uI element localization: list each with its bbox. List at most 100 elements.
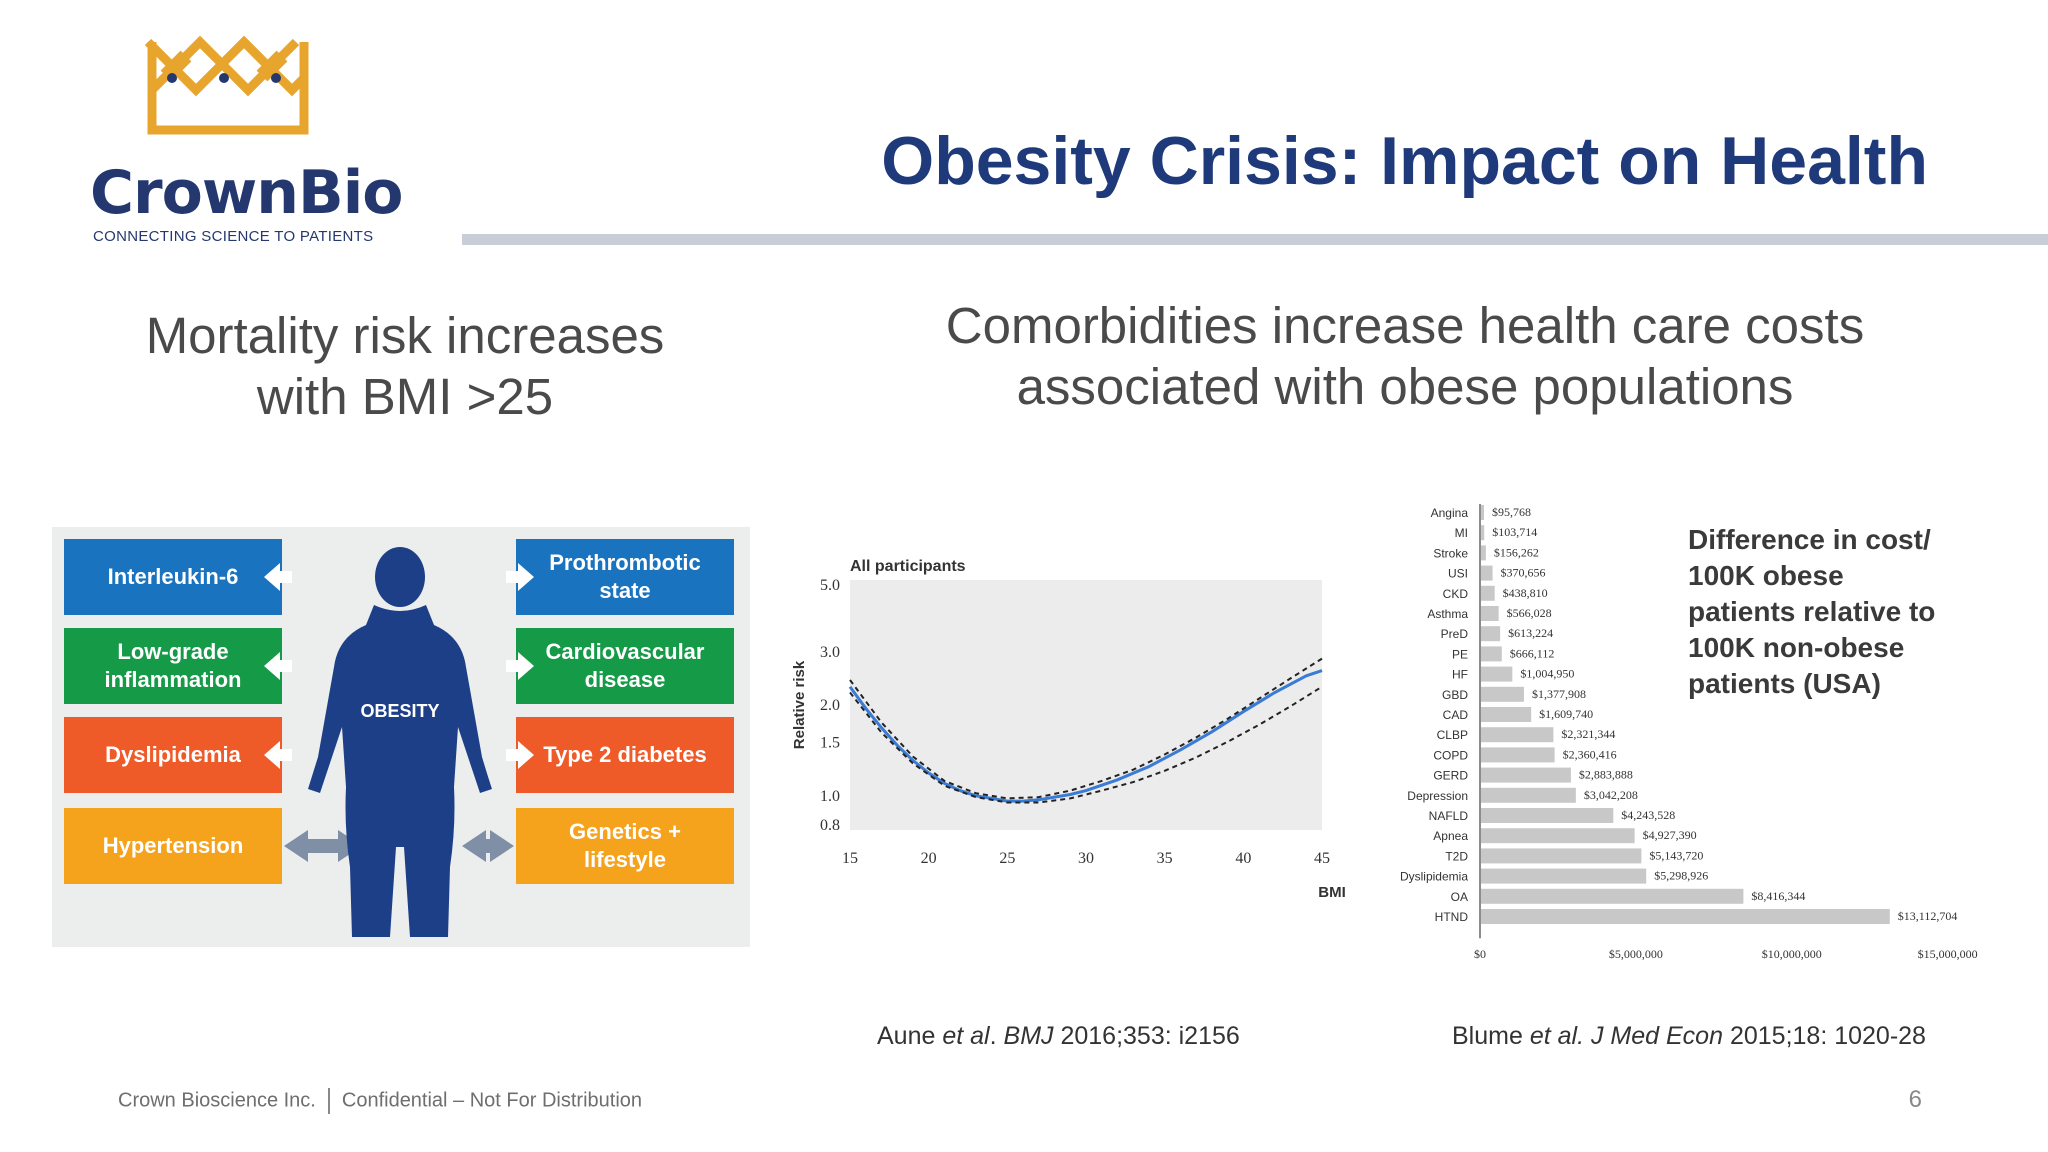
x-tick-label: 25 [999, 850, 1015, 867]
value-label: $666,112 [1510, 646, 1555, 660]
cite-journal: J Med Econ [1590, 1022, 1723, 1050]
obesity-label: OBESITY [360, 701, 439, 721]
box-label: Cardiovascular [545, 639, 705, 664]
x-tick-label: 30 [1078, 850, 1094, 867]
value-label: $2,321,344 [1561, 727, 1615, 741]
cost-note-line: 100K obese [1688, 560, 1844, 591]
arrow-left-icon [264, 741, 292, 769]
arrow-right-icon [506, 741, 534, 769]
category-label: CAD [1443, 708, 1469, 722]
bar [1481, 565, 1493, 581]
bar [1481, 868, 1647, 884]
category-label: Asthma [1427, 607, 1468, 621]
arrow-left-icon [264, 563, 292, 591]
box-label: Dyslipidemia [105, 742, 241, 767]
body-silhouette-icon: OBESITY [264, 547, 534, 937]
box-label: lifestyle [584, 847, 666, 872]
category-label: HTND [1435, 910, 1469, 924]
category-label: Angina [1431, 506, 1469, 520]
x-tick-label: 20 [921, 850, 937, 867]
x-tick-label: 45 [1314, 850, 1330, 867]
x-tick-label: 40 [1235, 850, 1251, 867]
bar [1481, 646, 1502, 662]
box-hypertension: Hypertension [64, 808, 282, 884]
value-label: $370,656 [1501, 566, 1546, 580]
value-label: $13,112,704 [1898, 909, 1958, 923]
category-label: USI [1448, 567, 1468, 581]
x-tick-label: $5,000,000 [1609, 947, 1663, 961]
cite-journal: BMJ [1003, 1022, 1054, 1050]
cite-dot: . [989, 1022, 997, 1050]
footer-notice: Confidential – Not For Distribution [341, 1089, 643, 1112]
box-label: Type 2 diabetes [543, 742, 707, 767]
left-heading-line2: with BMI >25 [256, 368, 554, 425]
box-type2-diabetes: Type 2 diabetes [516, 717, 734, 793]
title-divider [462, 234, 2048, 245]
y-tick-label: 2.0 [820, 697, 840, 714]
left-heading: Mortality risk increases with BMI >25 [80, 305, 730, 427]
left-heading-line1: Mortality risk increases [145, 307, 665, 364]
series-line-estimate [848, 669, 1323, 803]
bar [1481, 525, 1485, 541]
category-label: Apnea [1433, 829, 1468, 843]
x-tick-label: $0 [1474, 947, 1486, 961]
value-label: $103,714 [1492, 525, 1537, 539]
category-label: NAFLD [1429, 809, 1469, 823]
x-axis-label: BMI [1318, 884, 1346, 901]
category-label: GBD [1442, 688, 1468, 702]
category-label: Dyslipidemia [1400, 870, 1468, 884]
box-inflammation: Low-grade inflammation [64, 628, 282, 704]
value-label: $1,609,740 [1539, 707, 1593, 721]
cost-note-line: 100K non-obese [1688, 632, 1905, 663]
category-label: PreD [1441, 627, 1469, 641]
value-label: $438,810 [1503, 586, 1548, 600]
arrow-right-icon [506, 652, 534, 680]
citation-aune: Aune et al. BMJ 2016;353: i2156 [877, 1022, 1240, 1051]
citation-blume: Blume et al. J Med Econ 2015;18: 1020-28 [1452, 1022, 1926, 1051]
footer: Crown Bioscience Inc. Confidential – Not … [118, 1088, 642, 1114]
value-label: $1,377,908 [1532, 687, 1586, 701]
bar [1481, 808, 1614, 823]
bar [1481, 888, 1744, 904]
bar [1481, 767, 1571, 783]
category-label: OA [1451, 890, 1468, 904]
box-label: Hypertension [102, 833, 244, 858]
y-tick-label: 1.0 [820, 788, 840, 805]
cite-authors: Blume [1452, 1022, 1523, 1050]
value-label: $613,224 [1508, 626, 1553, 640]
box-label: inflammation [104, 667, 242, 692]
crown-logo-icon [144, 35, 309, 135]
cost-note-line: Difference in cost/ [1688, 524, 1931, 555]
value-label: $156,262 [1494, 545, 1539, 559]
box-prothrombotic: Prothrombotic state [516, 539, 734, 615]
right-heading-line2: associated with obese populations [1016, 358, 1794, 415]
cost-note-line: patients relative to [1688, 596, 1936, 627]
x-tick-label: $15,000,000 [1918, 947, 1978, 961]
value-label: $95,768 [1492, 505, 1531, 519]
bar [1481, 787, 1576, 803]
bar [1481, 727, 1554, 743]
bar [1481, 686, 1524, 702]
cite-authors: Aune [877, 1022, 936, 1050]
bar [1481, 828, 1635, 844]
cost-bar-chart: Angina $95,768 MI $103,714 Stroke $156,262 USI… [1400, 504, 1978, 961]
plot-background [850, 580, 1322, 830]
category-label: GERD [1433, 769, 1468, 783]
y-tick-label: 3.0 [820, 644, 840, 661]
category-label: PE [1452, 647, 1468, 661]
obesity-infographic: Interleukin-6 Low-grade inflammation Dysl… [52, 527, 750, 947]
double-arrow-icon [284, 830, 362, 862]
value-label: $4,243,528 [1621, 808, 1675, 822]
y-tick-label: 5.0 [820, 577, 840, 594]
cite-etal: et al [942, 1022, 990, 1050]
bar [1481, 747, 1555, 763]
y-tick-label: 1.5 [820, 735, 840, 752]
slide-title: Obesity Crisis: Impact on Health [881, 123, 1928, 199]
box-label: Low-grade [117, 639, 229, 664]
bar [1481, 505, 1484, 520]
cite-rest: 2016;353: i2156 [1060, 1022, 1240, 1050]
x-tick-label: $10,000,000 [1762, 947, 1822, 961]
box-label: Genetics + [569, 819, 681, 844]
bar [1481, 545, 1486, 561]
right-heading-line1: Comorbidities increase health care costs [945, 297, 1865, 354]
